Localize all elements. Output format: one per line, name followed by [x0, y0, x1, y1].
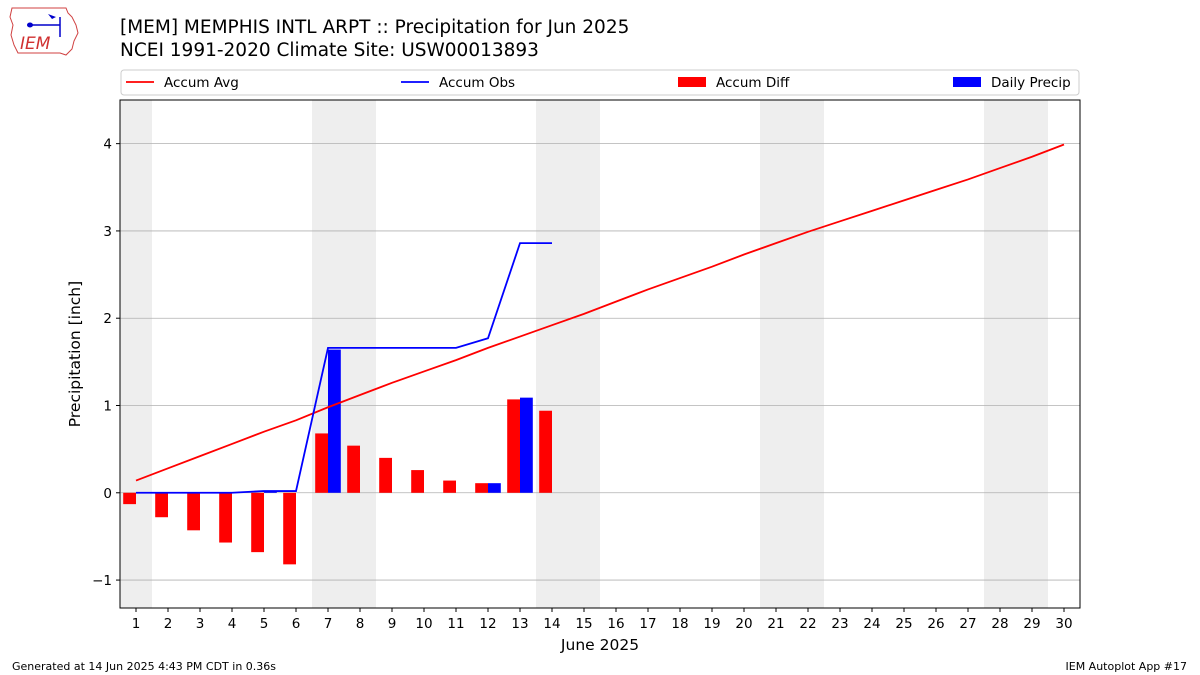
x-tick-label: 6 — [292, 616, 301, 632]
x-tick-label: 19 — [703, 616, 720, 632]
legend-accum-avg-label: Accum Avg — [164, 75, 239, 91]
y-tick-label: 4 — [103, 137, 112, 153]
accum-obs-line — [136, 242, 552, 494]
app-label: IEM Autoplot App #17 — [1065, 660, 1188, 673]
x-tick-label: 17 — [639, 616, 656, 632]
weekend-shading — [120, 100, 1048, 608]
x-tick-label: 4 — [228, 616, 237, 632]
x-tick-label: 28 — [991, 616, 1008, 632]
x-tick-label: 30 — [1055, 616, 1072, 632]
weekend-band — [760, 100, 792, 608]
accum-diff-bar — [379, 457, 392, 493]
iem-logo: IEM — [8, 5, 80, 59]
weekend-band — [984, 100, 1016, 608]
weekend-band — [344, 100, 376, 608]
x-axis-label: June 2025 — [560, 636, 639, 654]
accum-diff-bar — [443, 480, 456, 493]
daily-precip-bar — [520, 397, 533, 493]
logo-text: IEM — [20, 34, 51, 54]
generated-timestamp: Generated at 14 Jun 2025 4:43 PM CDT in … — [12, 660, 277, 673]
plot-frame — [119, 99, 1081, 609]
legend-accum-diff-swatch — [678, 77, 706, 87]
accum-diff-bar — [123, 492, 136, 505]
x-tick-label: 9 — [388, 616, 397, 632]
iem-logo-graphic: IEM — [9, 7, 79, 56]
weekend-band — [120, 100, 152, 608]
x-tick-label: 21 — [767, 616, 784, 632]
x-tick-label: 8 — [356, 616, 365, 632]
daily-precip-bar — [488, 483, 501, 493]
accum-diff-bar — [539, 410, 552, 493]
x-tick-label: 1 — [132, 616, 141, 632]
x-tick-label: 13 — [511, 616, 528, 632]
accum-diff-bar — [187, 492, 200, 531]
x-tick-label: 24 — [863, 616, 880, 632]
accum-avg-line — [135, 143, 1065, 482]
legend-accum-obs-label: Accum Obs — [439, 75, 515, 91]
weekend-band — [1016, 100, 1048, 608]
y-tick-label: 1 — [103, 398, 112, 414]
legend-daily-precip-label: Daily Precip — [991, 75, 1071, 91]
weekend-band — [792, 100, 824, 608]
y-tick-label: 2 — [103, 311, 112, 327]
x-tick-label: 15 — [575, 616, 592, 632]
x-tick-label: 10 — [415, 616, 432, 632]
weekend-band — [536, 100, 568, 608]
lines — [135, 143, 1065, 494]
weekend-band — [568, 100, 600, 608]
x-tick-label: 14 — [543, 616, 560, 632]
accum-diff-bar — [251, 492, 264, 553]
legend-accum-diff-label: Accum Diff — [716, 75, 790, 91]
x-tick-label: 18 — [671, 616, 688, 632]
x-tick-label: 16 — [607, 616, 624, 632]
x-tick-label: 26 — [927, 616, 944, 632]
x-tick-label: 23 — [831, 616, 848, 632]
x-tick-label: 20 — [735, 616, 752, 632]
bars — [123, 349, 552, 565]
y-axis-label: Precipitation [inch] — [66, 281, 84, 427]
accum-diff-bar — [219, 492, 232, 543]
x-tick-label: 12 — [479, 616, 496, 632]
x-tick-label: 7 — [324, 616, 333, 632]
legend-daily-precip-swatch — [953, 77, 981, 87]
chart-title: [MEM] MEMPHIS INTL ARPT :: Precipitation… — [120, 17, 630, 38]
accum-diff-bar — [283, 492, 296, 565]
chart-subtitle: NCEI 1991-2020 Climate Site: USW00013893 — [120, 40, 539, 61]
legend-box — [120, 69, 1080, 96]
accum-diff-bar — [155, 492, 168, 518]
y-tick-label: 3 — [103, 224, 112, 240]
accum-diff-bar — [507, 399, 520, 493]
y-tick-label: 0 — [103, 486, 112, 502]
x-tick-label: 5 — [260, 616, 269, 632]
x-tick-label: 25 — [895, 616, 912, 632]
y-gridlines — [120, 143, 1080, 581]
x-tick-label: 29 — [1023, 616, 1040, 632]
x-tick-label: 3 — [196, 616, 205, 632]
accum-diff-bar — [475, 483, 488, 493]
x-tick-label: 27 — [959, 616, 976, 632]
daily-precip-bar — [328, 349, 341, 493]
x-tick-label: 2 — [164, 616, 173, 632]
accum-diff-bar — [411, 470, 424, 493]
legend: Accum Avg Accum Obs Accum Diff Daily Precip — [120, 69, 1080, 96]
y-tick-label: −1 — [92, 573, 112, 589]
accum-diff-bar — [347, 445, 360, 493]
accum-diff-bar — [315, 433, 328, 493]
x-tick-label: 22 — [799, 616, 816, 632]
x-tick-label: 11 — [447, 616, 464, 632]
